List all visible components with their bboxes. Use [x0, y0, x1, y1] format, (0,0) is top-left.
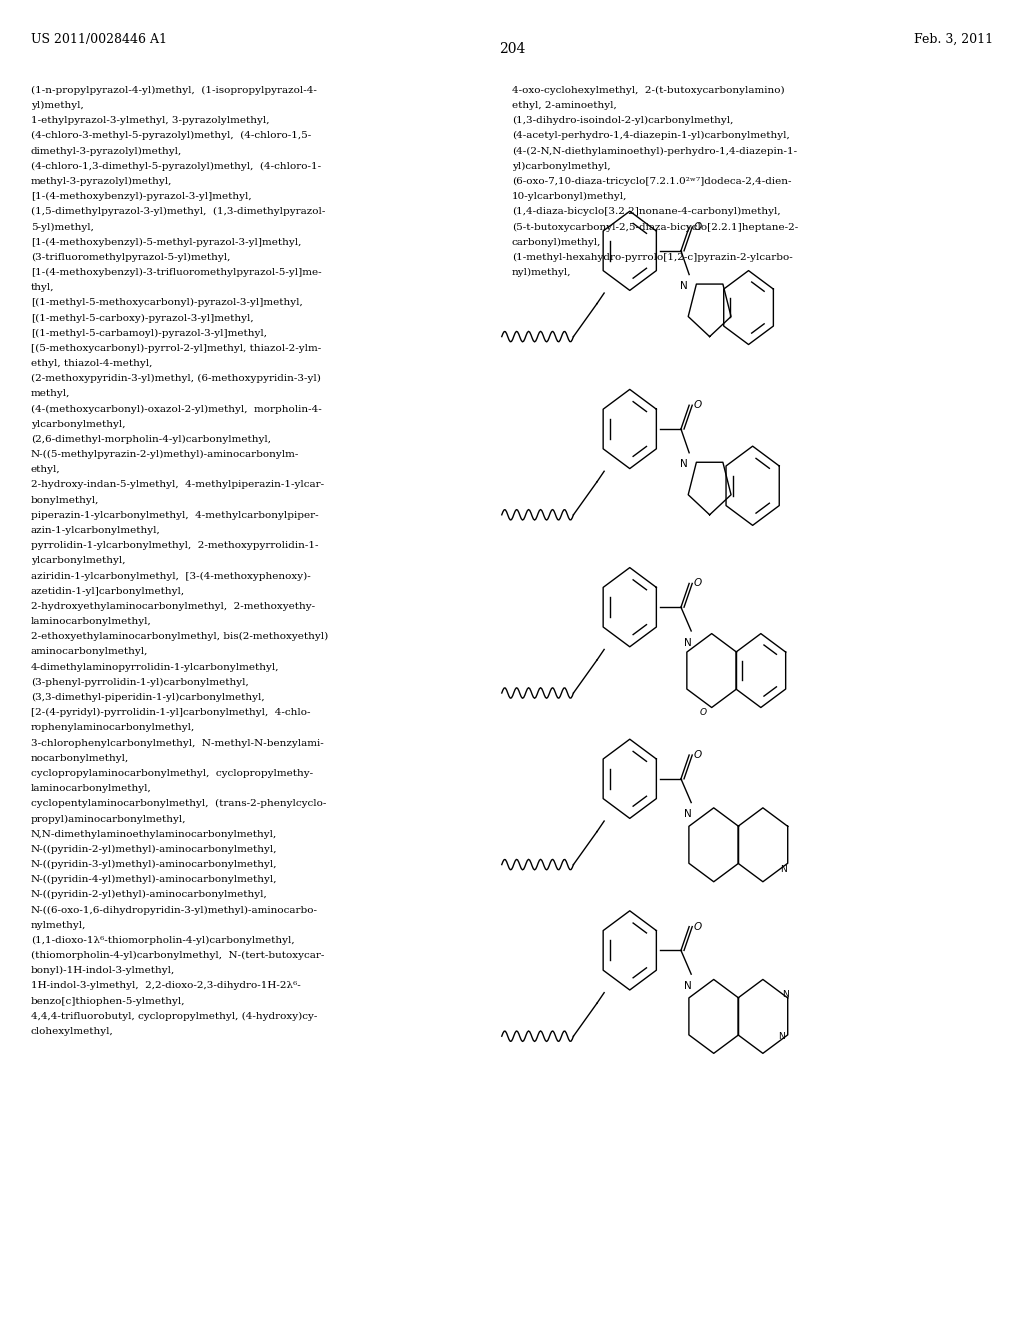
Text: carbonyl)methyl,: carbonyl)methyl,	[512, 238, 601, 247]
Text: 5-yl)methyl,: 5-yl)methyl,	[31, 223, 93, 231]
Text: US 2011/0028446 A1: US 2011/0028446 A1	[31, 33, 167, 46]
Text: azin-1-ylcarbonylmethyl,: azin-1-ylcarbonylmethyl,	[31, 525, 161, 535]
Text: ethyl, thiazol-4-methyl,: ethyl, thiazol-4-methyl,	[31, 359, 153, 368]
Text: (1,4-diaza-bicyclo[3.2.2]nonane-4-carbonyl)methyl,: (1,4-diaza-bicyclo[3.2.2]nonane-4-carbon…	[512, 207, 780, 216]
Text: N: N	[780, 865, 786, 874]
Text: [(1-methyl-5-methoxycarbonyl)-pyrazol-3-yl]methyl,: [(1-methyl-5-methoxycarbonyl)-pyrazol-3-…	[31, 298, 302, 308]
Text: 2-hydroxyethylaminocarbonylmethyl,  2-methoxyethy-: 2-hydroxyethylaminocarbonylmethyl, 2-met…	[31, 602, 314, 611]
Text: pyrrolidin-1-ylcarbonylmethyl,  2-methoxypyrrolidin-1-: pyrrolidin-1-ylcarbonylmethyl, 2-methoxy…	[31, 541, 318, 550]
Text: (3,3-dimethyl-piperidin-1-yl)carbonylmethyl,: (3,3-dimethyl-piperidin-1-yl)carbonylmet…	[31, 693, 264, 702]
Text: N: N	[684, 809, 692, 820]
Text: laminocarbonylmethyl,: laminocarbonylmethyl,	[31, 784, 152, 793]
Text: yl)methyl,: yl)methyl,	[31, 100, 84, 110]
Text: piperazin-1-ylcarbonylmethyl,  4-methylcarbonylpiper-: piperazin-1-ylcarbonylmethyl, 4-methylca…	[31, 511, 318, 520]
Text: ethyl, 2-aminoethyl,: ethyl, 2-aminoethyl,	[512, 100, 616, 110]
Text: aziridin-1-ylcarbonylmethyl,  [3-(4-methoxyphenoxy)-: aziridin-1-ylcarbonylmethyl, [3-(4-metho…	[31, 572, 310, 581]
Text: ylcarbonylmethyl,: ylcarbonylmethyl,	[31, 557, 125, 565]
Text: (1,3-dihydro-isoindol-2-yl)carbonylmethyl,: (1,3-dihydro-isoindol-2-yl)carbonylmethy…	[512, 116, 733, 125]
Text: 1H-indol-3-ylmethyl,  2,2-dioxo-2,3-dihydro-1H-2λ⁶-: 1H-indol-3-ylmethyl, 2,2-dioxo-2,3-dihyd…	[31, 981, 300, 990]
Text: (4-(methoxycarbonyl)-oxazol-2-yl)methyl,  morpholin-4-: (4-(methoxycarbonyl)-oxazol-2-yl)methyl,…	[31, 404, 322, 413]
Text: (4-acetyl-perhydro-1,4-diazepin-1-yl)carbonylmethyl,: (4-acetyl-perhydro-1,4-diazepin-1-yl)car…	[512, 131, 790, 140]
Text: O: O	[693, 921, 701, 932]
Text: (3-trifluoromethylpyrazol-5-yl)methyl,: (3-trifluoromethylpyrazol-5-yl)methyl,	[31, 253, 230, 261]
Text: (6-oxo-7,10-diaza-tricyclo[7.2.1.0²ʷ⁷]dodeca-2,4-dien-: (6-oxo-7,10-diaza-tricyclo[7.2.1.0²ʷ⁷]do…	[512, 177, 792, 186]
Text: 204: 204	[499, 42, 525, 57]
Text: ylcarbonylmethyl,: ylcarbonylmethyl,	[31, 420, 125, 429]
Text: yl)carbonylmethyl,: yl)carbonylmethyl,	[512, 161, 610, 170]
Text: (4-chloro-1,3-dimethyl-5-pyrazolyl)methyl,  (4-chloro-1-: (4-chloro-1,3-dimethyl-5-pyrazolyl)methy…	[31, 161, 321, 170]
Text: bonylmethyl,: bonylmethyl,	[31, 495, 99, 504]
Text: 4-dimethylaminopyrrolidin-1-ylcarbonylmethyl,: 4-dimethylaminopyrrolidin-1-ylcarbonylme…	[31, 663, 280, 672]
Text: N: N	[684, 981, 692, 991]
Text: N: N	[778, 1032, 784, 1041]
Text: cyclopropylaminocarbonylmethyl,  cyclopropylmethy-: cyclopropylaminocarbonylmethyl, cyclopro…	[31, 768, 313, 777]
Text: 4-oxo-cyclohexylmethyl,  2-(t-butoxycarbonylamino): 4-oxo-cyclohexylmethyl, 2-(t-butoxycarbo…	[512, 86, 784, 95]
Text: clohexylmethyl,: clohexylmethyl,	[31, 1027, 114, 1036]
Text: O: O	[693, 400, 701, 411]
Text: N: N	[680, 459, 688, 470]
Text: [(5-methoxycarbonyl)-pyrrol-2-yl]methyl, thiazol-2-ylm-: [(5-methoxycarbonyl)-pyrrol-2-yl]methyl,…	[31, 343, 321, 352]
Text: (1-methyl-hexahydro-pyrrolo[1,2-c]pyrazin-2-ylcarbo-: (1-methyl-hexahydro-pyrrolo[1,2-c]pyrazi…	[512, 253, 793, 261]
Text: (3-phenyl-pyrrolidin-1-yl)carbonylmethyl,: (3-phenyl-pyrrolidin-1-yl)carbonylmethyl…	[31, 678, 249, 686]
Text: O: O	[693, 578, 701, 589]
Text: N-((pyridin-2-yl)ethyl)-aminocarbonylmethyl,: N-((pyridin-2-yl)ethyl)-aminocarbonylmet…	[31, 890, 267, 899]
Text: O: O	[693, 222, 701, 232]
Text: 1-ethylpyrazol-3-ylmethyl, 3-pyrazolylmethyl,: 1-ethylpyrazol-3-ylmethyl, 3-pyrazolylme…	[31, 116, 269, 125]
Text: aminocarbonylmethyl,: aminocarbonylmethyl,	[31, 647, 148, 656]
Text: methyl,: methyl,	[31, 389, 70, 399]
Text: N: N	[782, 990, 788, 999]
Text: benzo[c]thiophen-5-ylmethyl,: benzo[c]thiophen-5-ylmethyl,	[31, 997, 185, 1006]
Text: nyl)methyl,: nyl)methyl,	[512, 268, 571, 277]
Text: propyl)aminocarbonylmethyl,: propyl)aminocarbonylmethyl,	[31, 814, 186, 824]
Text: (1,5-dimethylpyrazol-3-yl)methyl,  (1,3-dimethylpyrazol-: (1,5-dimethylpyrazol-3-yl)methyl, (1,3-d…	[31, 207, 325, 216]
Text: O: O	[700, 708, 707, 717]
Text: (2,6-dimethyl-morpholin-4-yl)carbonylmethyl,: (2,6-dimethyl-morpholin-4-yl)carbonylmet…	[31, 434, 270, 444]
Text: 2-hydroxy-indan-5-ylmethyl,  4-methylpiperazin-1-ylcar-: 2-hydroxy-indan-5-ylmethyl, 4-methylpipe…	[31, 480, 324, 490]
Text: nylmethyl,: nylmethyl,	[31, 920, 86, 929]
Text: [1-(4-methoxybenzyl)-pyrazol-3-yl]methyl,: [1-(4-methoxybenzyl)-pyrazol-3-yl]methyl…	[31, 191, 251, 201]
Text: bonyl)-1H-indol-3-ylmethyl,: bonyl)-1H-indol-3-ylmethyl,	[31, 966, 175, 975]
Text: cyclopentylaminocarbonylmethyl,  (trans-2-phenylcyclo-: cyclopentylaminocarbonylmethyl, (trans-2…	[31, 799, 326, 808]
Text: (4-chloro-3-methyl-5-pyrazolyl)methyl,  (4-chloro-1,5-: (4-chloro-3-methyl-5-pyrazolyl)methyl, (…	[31, 131, 311, 140]
Text: thyl,: thyl,	[31, 282, 54, 292]
Text: dimethyl-3-pyrazolyl)methyl,: dimethyl-3-pyrazolyl)methyl,	[31, 147, 182, 156]
Text: nocarbonylmethyl,: nocarbonylmethyl,	[31, 754, 129, 763]
Text: ethyl,: ethyl,	[31, 465, 60, 474]
Text: (5-t-butoxycarbonyl-2,5-diaza-bicyclo[2.2.1]heptane-2-: (5-t-butoxycarbonyl-2,5-diaza-bicyclo[2.…	[512, 223, 799, 231]
Text: [1-(4-methoxybenzyl)-3-trifluoromethylpyrazol-5-yl]me-: [1-(4-methoxybenzyl)-3-trifluoromethylpy…	[31, 268, 322, 277]
Text: N,N-dimethylaminoethylaminocarbonylmethyl,: N,N-dimethylaminoethylaminocarbonylmethy…	[31, 829, 276, 838]
Text: 10-ylcarbonyl)methyl,: 10-ylcarbonyl)methyl,	[512, 191, 628, 201]
Text: N-((6-oxo-1,6-dihydropyridin-3-yl)methyl)-aminocarbo-: N-((6-oxo-1,6-dihydropyridin-3-yl)methyl…	[31, 906, 317, 915]
Text: O: O	[693, 750, 701, 760]
Text: 2-ethoxyethylaminocarbonylmethyl, bis(2-methoxyethyl): 2-ethoxyethylaminocarbonylmethyl, bis(2-…	[31, 632, 328, 642]
Text: (2-methoxypyridin-3-yl)methyl, (6-methoxypyridin-3-yl): (2-methoxypyridin-3-yl)methyl, (6-methox…	[31, 375, 321, 383]
Text: N: N	[684, 638, 692, 648]
Text: 4,4,4-trifluorobutyl, cyclopropylmethyl, (4-hydroxy)cy-: 4,4,4-trifluorobutyl, cyclopropylmethyl,…	[31, 1011, 317, 1020]
Text: (1-n-propylpyrazol-4-yl)methyl,  (1-isopropylpyrazol-4-: (1-n-propylpyrazol-4-yl)methyl, (1-isopr…	[31, 86, 316, 95]
Text: N-((5-methylpyrazin-2-yl)methyl)-aminocarbonylm-: N-((5-methylpyrazin-2-yl)methyl)-aminoca…	[31, 450, 299, 459]
Text: (1,1-dioxo-1λ⁶-thiomorpholin-4-yl)carbonylmethyl,: (1,1-dioxo-1λ⁶-thiomorpholin-4-yl)carbon…	[31, 936, 294, 945]
Text: N-((pyridin-4-yl)methyl)-aminocarbonylmethyl,: N-((pyridin-4-yl)methyl)-aminocarbonylme…	[31, 875, 278, 884]
Text: (thiomorpholin-4-yl)carbonylmethyl,  N-(tert-butoxycar-: (thiomorpholin-4-yl)carbonylmethyl, N-(t…	[31, 950, 324, 960]
Text: laminocarbonylmethyl,: laminocarbonylmethyl,	[31, 616, 152, 626]
Text: N-((pyridin-3-yl)methyl)-aminocarbonylmethyl,: N-((pyridin-3-yl)methyl)-aminocarbonylme…	[31, 861, 278, 869]
Text: (4-(2-N,N-diethylaminoethyl)-perhydro-1,4-diazepin-1-: (4-(2-N,N-diethylaminoethyl)-perhydro-1,…	[512, 147, 797, 156]
Text: [(1-methyl-5-carboxy)-pyrazol-3-yl]methyl,: [(1-methyl-5-carboxy)-pyrazol-3-yl]methy…	[31, 313, 253, 322]
Text: [(1-methyl-5-carbamoyl)-pyrazol-3-yl]methyl,: [(1-methyl-5-carbamoyl)-pyrazol-3-yl]met…	[31, 329, 266, 338]
Text: [1-(4-methoxybenzyl)-5-methyl-pyrazol-3-yl]methyl,: [1-(4-methoxybenzyl)-5-methyl-pyrazol-3-…	[31, 238, 301, 247]
Text: methyl-3-pyrazolyl)methyl,: methyl-3-pyrazolyl)methyl,	[31, 177, 172, 186]
Text: azetidin-1-yl]carbonylmethyl,: azetidin-1-yl]carbonylmethyl,	[31, 586, 185, 595]
Text: N: N	[680, 281, 688, 292]
Text: Feb. 3, 2011: Feb. 3, 2011	[914, 33, 993, 46]
Text: rophenylaminocarbonylmethyl,: rophenylaminocarbonylmethyl,	[31, 723, 195, 733]
Text: [2-(4-pyridyl)-pyrrolidin-1-yl]carbonylmethyl,  4-chlo-: [2-(4-pyridyl)-pyrrolidin-1-yl]carbonylm…	[31, 708, 310, 717]
Text: 3-chlorophenylcarbonylmethyl,  N-methyl-N-benzylami-: 3-chlorophenylcarbonylmethyl, N-methyl-N…	[31, 739, 324, 747]
Text: N-((pyridin-2-yl)methyl)-aminocarbonylmethyl,: N-((pyridin-2-yl)methyl)-aminocarbonylme…	[31, 845, 278, 854]
